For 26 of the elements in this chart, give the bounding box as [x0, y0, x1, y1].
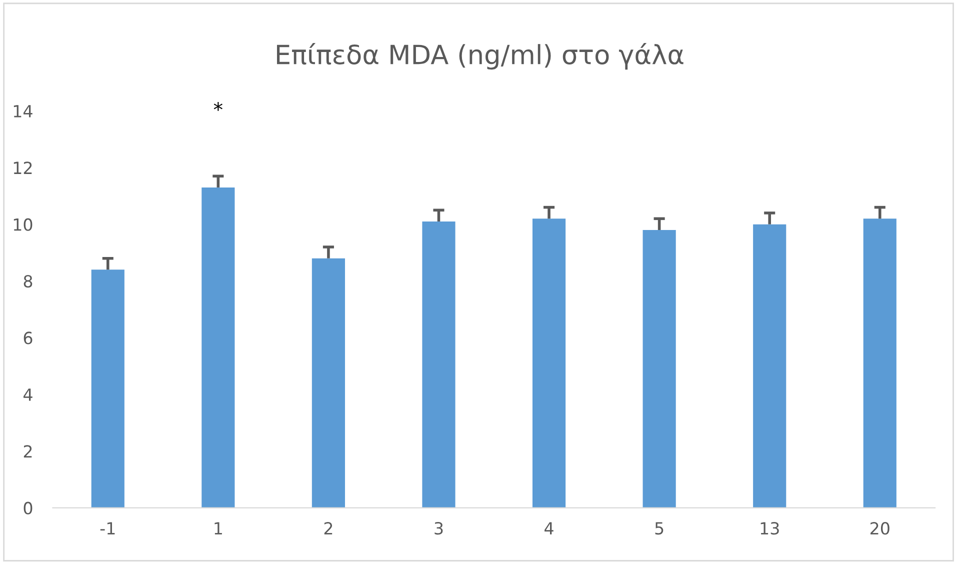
bar: [202, 187, 235, 508]
bar: [91, 270, 124, 508]
x-tick-label: -1: [100, 522, 115, 534]
y-tick-label: 14: [14, 105, 32, 118]
y-tick-label: 0: [24, 502, 32, 514]
x-tick-label: 20: [870, 522, 890, 535]
y-tick-label: 12: [14, 162, 32, 174]
x-tick-label: 2: [324, 522, 332, 534]
x-tick-label: 4: [544, 522, 554, 534]
y-tick-label: 8: [24, 274, 32, 288]
y-tick-label: 2: [24, 445, 32, 458]
y-tick-label: 10: [14, 218, 32, 231]
chart-title: Επίπεδα MDA (ng/ml) στο γάλα: [276, 43, 684, 70]
x-tick-label: 1: [214, 522, 222, 534]
x-tick-label: 5: [655, 522, 664, 535]
text: *: [214, 102, 222, 111]
bar: [422, 221, 456, 508]
x-tick-label: 3: [434, 522, 443, 535]
y-tick-label: 4: [24, 388, 32, 401]
bar: [753, 224, 786, 508]
bar: [532, 218, 566, 508]
bar: [642, 230, 676, 508]
y-tick-label: 6: [24, 332, 32, 344]
x-tick-label: 13: [760, 522, 779, 535]
bar: [312, 258, 345, 508]
bar: [863, 218, 896, 508]
